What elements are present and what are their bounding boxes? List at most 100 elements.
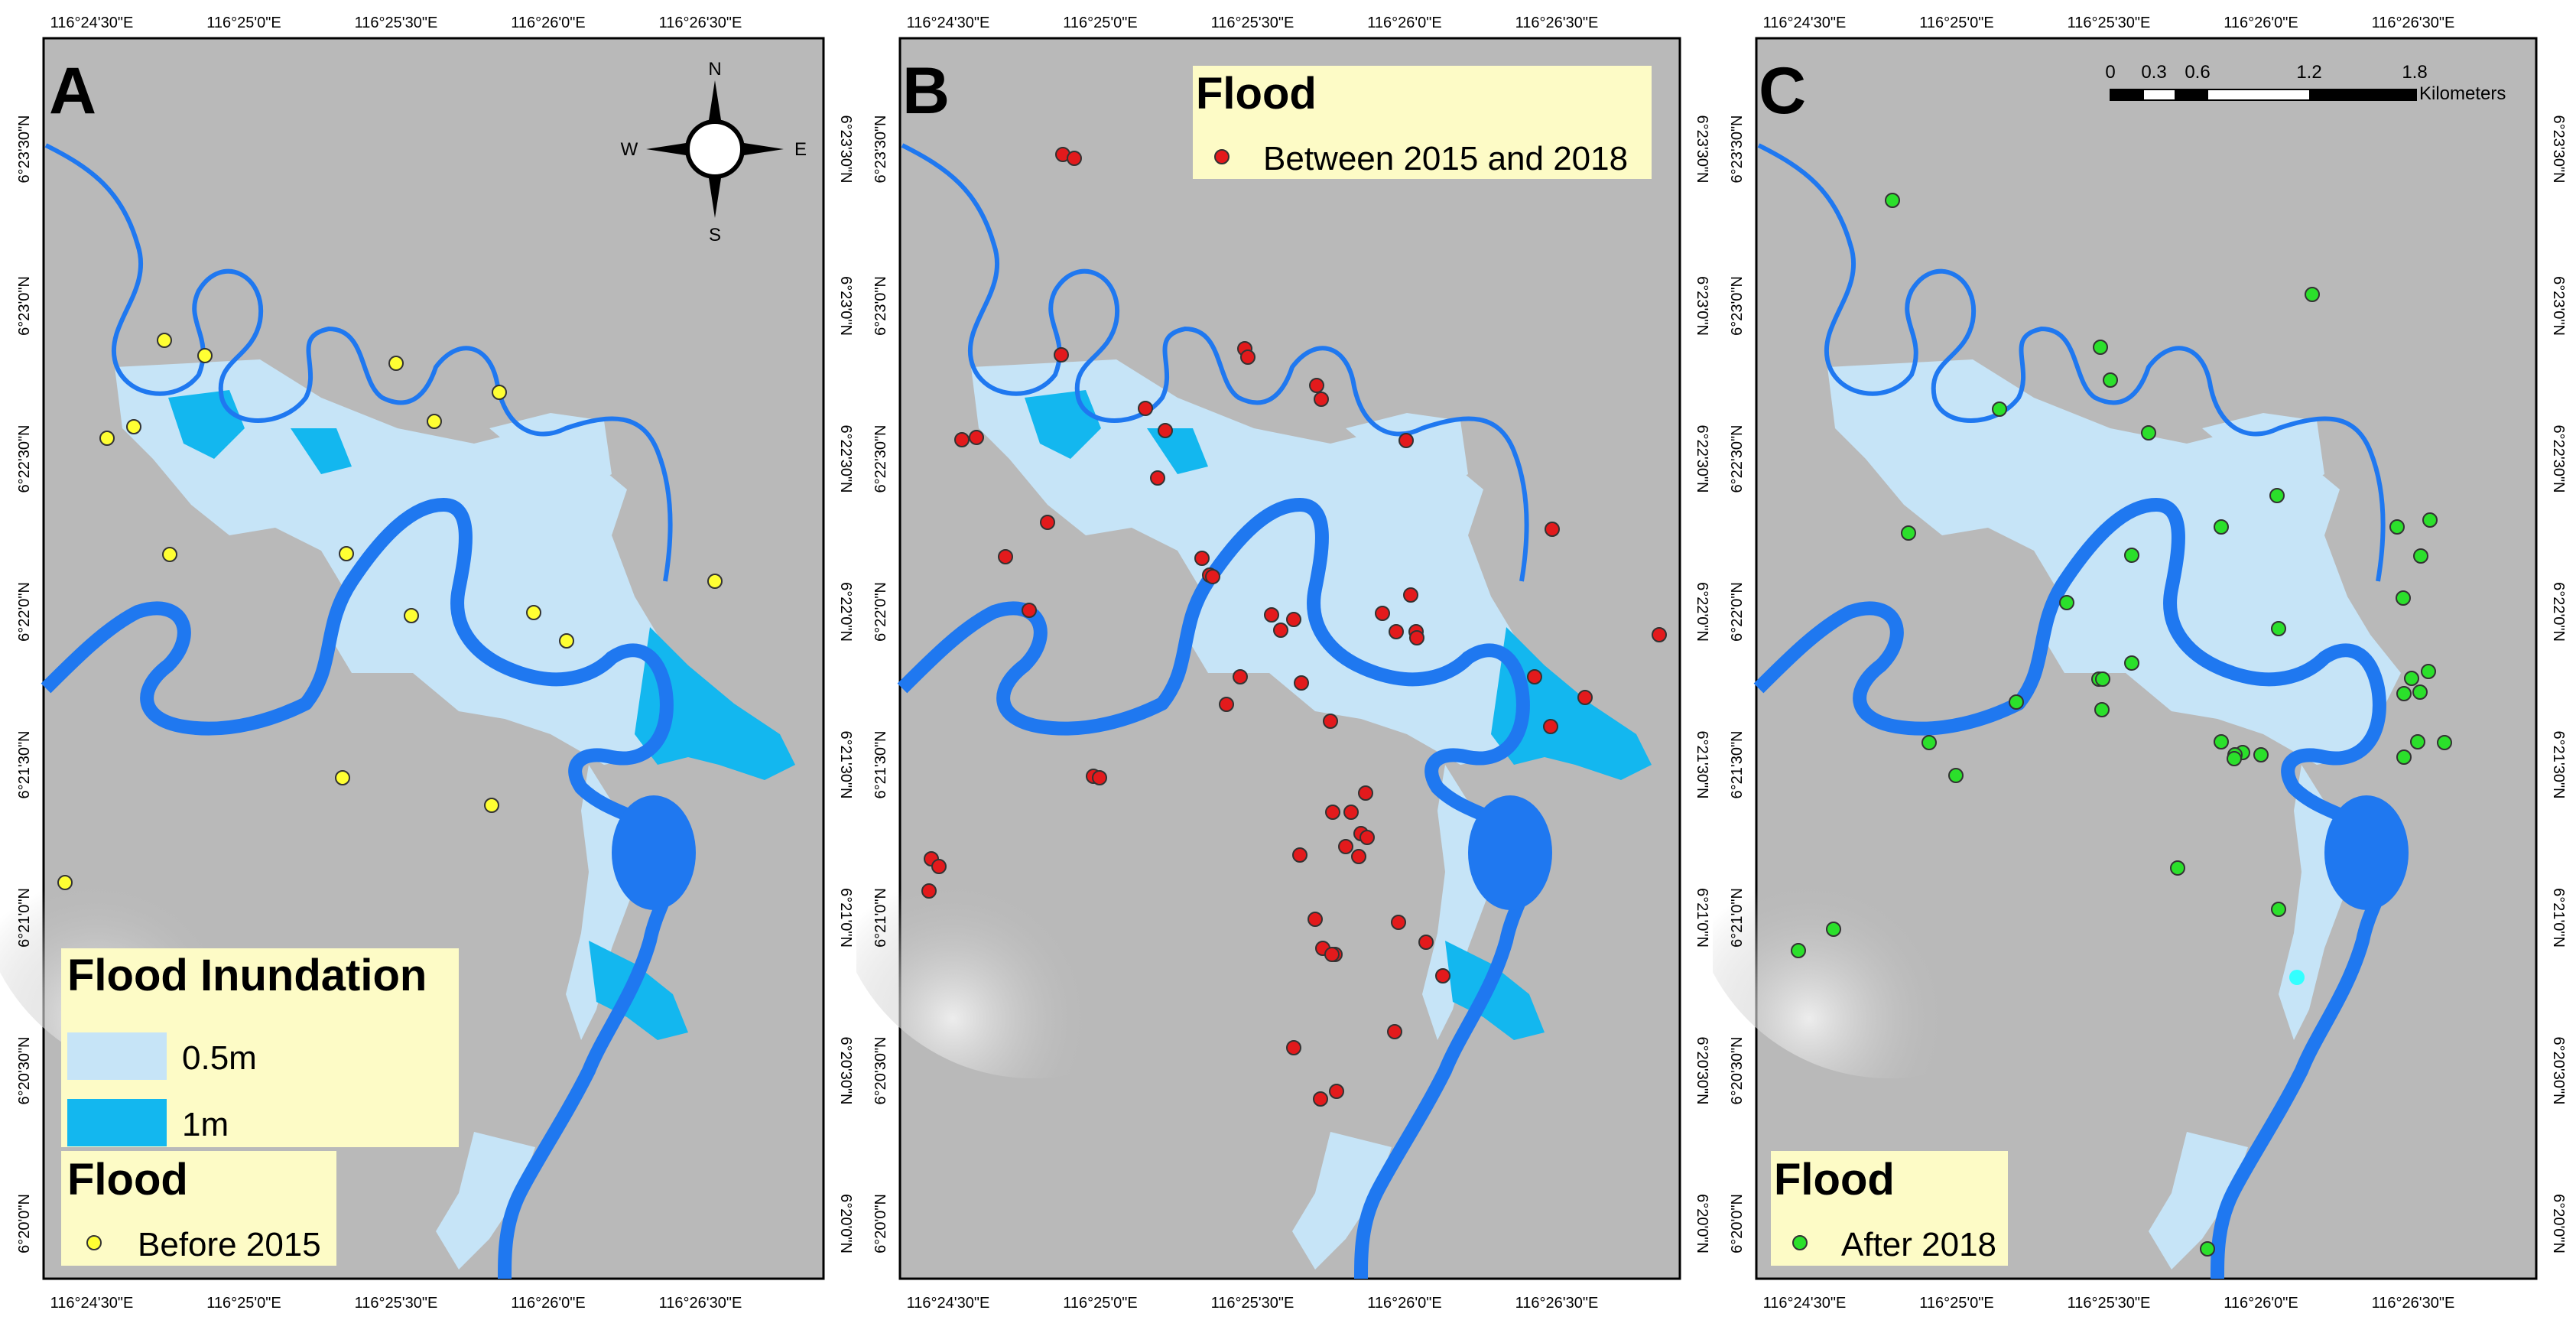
svg-text:116°26'0"E: 116°26'0"E [1367, 15, 1442, 31]
map-c-svg: C 0 0.3 0.6 1.2 1.8 Kilometers Flood Aft… [1713, 15, 2567, 1312]
flood-point [1921, 735, 1937, 750]
legend-label: 0.5m [182, 1039, 257, 1077]
svg-text:6°20'30"N: 6°20'30"N [1694, 1037, 1710, 1105]
flood-point [492, 385, 507, 400]
svg-text:6°23'0"N: 6°23'0"N [837, 276, 854, 336]
flood-point [1338, 839, 1353, 854]
bottom-longitude-labels: 116°24'30"E 116°25'0"E 116°25'30"E 116°2… [50, 1295, 742, 1312]
svg-text:6°21'30"N: 6°21'30"N [837, 731, 854, 799]
flood-point [1323, 714, 1338, 729]
flood-point [2103, 372, 2118, 388]
flood-point [1294, 675, 1309, 691]
svg-text:116°24'30"E: 116°24'30"E [907, 15, 990, 31]
flood-point [1219, 697, 1234, 712]
flood-point [2200, 1241, 2215, 1257]
svg-text:116°26'30"E: 116°26'30"E [1515, 15, 1599, 31]
flood-point [1992, 402, 2007, 417]
flood-point [1375, 606, 1390, 621]
flood-point [1791, 943, 1806, 958]
flood-point [1022, 603, 1037, 618]
svg-text:6°20'30"N: 6°20'30"N [837, 1037, 854, 1105]
flood-point [1314, 392, 1329, 407]
flood-point [1545, 522, 1560, 537]
flood-point [1577, 690, 1593, 705]
flood-point [1286, 612, 1301, 627]
svg-text:116°25'30"E: 116°25'30"E [2068, 1295, 2151, 1312]
flood-inundation-shallow [971, 359, 1545, 1270]
flood-point [1273, 623, 1288, 638]
left-latitude-labels: 6°23'30"N 6°23'0"N 6°22'30"N 6°22'0"N 6°… [872, 115, 889, 1253]
svg-text:116°25'0"E: 116°25'0"E [1919, 15, 1994, 31]
flood-point [1901, 525, 1916, 541]
svg-text:6°23'30"N: 6°23'30"N [1729, 115, 1746, 184]
flood-point [2421, 664, 2436, 679]
flood-point [2141, 425, 2156, 441]
river [897, 143, 1552, 1279]
flood-point [1391, 915, 1406, 930]
river [41, 143, 696, 1279]
right-latitude-labels: 6°23'30"N 6°23'0"N 6°22'30"N 6°22'0"N 6°… [2550, 115, 2567, 1253]
flood-point [404, 608, 419, 623]
svg-text:6°20'0"N: 6°20'0"N [837, 1194, 854, 1253]
svg-text:6°20'30"N: 6°20'30"N [1729, 1037, 1746, 1105]
flood-point [1826, 922, 1841, 937]
svg-text:116°26'30"E: 116°26'30"E [1515, 1295, 1599, 1312]
flood-point [1067, 151, 1082, 166]
svg-text:6°22'0"N: 6°22'0"N [872, 582, 889, 642]
svg-text:6°22'0"N: 6°22'0"N [2550, 582, 2567, 642]
flood-point [2059, 595, 2074, 610]
svg-text:116°24'30"E: 116°24'30"E [907, 1295, 990, 1312]
flood-point [1233, 669, 1248, 684]
legend-label: Before 2015 [138, 1226, 321, 1263]
svg-text:6°22'30"N: 6°22'30"N [1694, 425, 1710, 493]
svg-text:1.2: 1.2 [2296, 62, 2321, 83]
legend-point-marker [1214, 149, 1230, 164]
svg-text:6°20'0"N: 6°20'0"N [2550, 1194, 2567, 1253]
svg-text:6°22'0"N: 6°22'0"N [1694, 582, 1710, 642]
flood-point [427, 414, 442, 429]
bottom-longitude-labels: 116°24'30"E 116°25'0"E 116°25'30"E 116°2… [907, 1295, 1599, 1312]
flood-point [2170, 860, 2185, 876]
svg-text:6°20'0"N: 6°20'0"N [872, 1194, 889, 1253]
svg-text:6°20'0"N: 6°20'0"N [1694, 1194, 1710, 1253]
svg-text:6°23'30"N: 6°23'30"N [2550, 115, 2567, 184]
flood-point [2437, 735, 2452, 750]
flood-point [2396, 686, 2412, 701]
flood-point [1403, 587, 1418, 603]
legend-flood-points: Flood After 2018 [1771, 1151, 2008, 1266]
flood-point [2227, 751, 2242, 766]
svg-text:6°21'30"N: 6°21'30"N [1729, 731, 1746, 799]
svg-text:6°21'0"N: 6°21'0"N [872, 888, 889, 948]
legend-flood-points: Flood Before 2015 [61, 1151, 336, 1266]
svg-text:116°24'30"E: 116°24'30"E [1763, 1295, 1847, 1312]
svg-text:6°22'30"N: 6°22'30"N [837, 425, 854, 493]
flood-point [2269, 488, 2285, 503]
flood-point [954, 432, 970, 447]
svg-text:6°23'30"N: 6°23'30"N [16, 115, 33, 184]
map-b-svg: B Flood Between 2015 and 2018 116°24'30"… [856, 15, 1710, 1312]
flood-point [1194, 551, 1210, 566]
svg-text:6°23'30"N: 6°23'30"N [837, 115, 854, 184]
legend-title: Flood [67, 1155, 188, 1205]
svg-text:116°25'30"E: 116°25'30"E [1211, 15, 1294, 31]
svg-text:6°21'30"N: 6°21'30"N [1694, 731, 1710, 799]
panel-letter: B [902, 54, 950, 128]
flood-point [1398, 433, 1414, 448]
flood-point [2404, 671, 2419, 686]
left-latitude-labels: 6°23'30"N 6°23'0"N 6°22'30"N 6°22'0"N 6°… [16, 115, 33, 1253]
scale-bar: 0 0.3 0.6 1.2 1.8 Kilometers [2105, 62, 2506, 104]
flood-point [2271, 621, 2286, 636]
flood-point [1150, 470, 1165, 486]
svg-text:6°20'30"N: 6°20'30"N [16, 1037, 33, 1105]
flood-point [484, 798, 499, 813]
flood-point [2094, 702, 2110, 717]
south-label: S [709, 225, 721, 245]
map-panel-b: B Flood Between 2015 and 2018 116°24'30"… [856, 0, 1713, 1320]
svg-text:6°22'30"N: 6°22'30"N [16, 425, 33, 493]
panel-letter: C [1759, 54, 1806, 128]
svg-text:6°21'30"N: 6°21'30"N [16, 731, 33, 799]
compass-rose-icon: N S E W [621, 59, 807, 245]
flood-point [1409, 630, 1424, 645]
flood-point [2124, 548, 2139, 563]
svg-text:6°21'30"N: 6°21'30"N [2550, 731, 2567, 799]
